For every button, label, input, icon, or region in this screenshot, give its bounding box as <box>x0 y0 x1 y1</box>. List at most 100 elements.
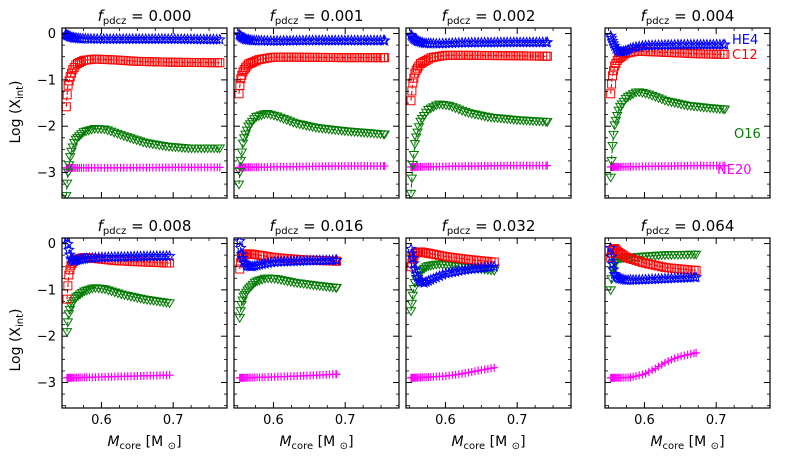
data-marker <box>659 96 671 106</box>
data-marker <box>72 134 83 144</box>
x-tick-label: 0.7 <box>163 413 184 428</box>
data-marker <box>256 111 267 121</box>
data-marker <box>691 265 701 275</box>
data-marker <box>641 258 651 268</box>
x-axis-label: Mcore [M ⊙] <box>107 434 181 452</box>
series-line <box>610 50 725 94</box>
data-marker <box>260 251 270 261</box>
data-marker <box>268 111 280 121</box>
data-marker <box>426 249 436 259</box>
data-marker <box>476 111 487 121</box>
data-marker <box>238 134 250 144</box>
data-marker <box>644 259 654 269</box>
data-marker <box>304 122 315 132</box>
series-line <box>410 251 495 267</box>
data-marker <box>459 108 471 118</box>
panel-8: fpdcz = 0.064 0.6 0.7 Mcore [M ⊙] <box>604 217 771 452</box>
panel-3: fpdcz = 0.002 <box>405 7 572 199</box>
data-marker <box>421 55 431 65</box>
data-marker <box>262 110 273 120</box>
data-marker <box>720 161 729 170</box>
data-marker <box>245 282 257 292</box>
data-marker <box>213 33 226 45</box>
svg-text:Log (Xint): Log (Xint) <box>8 308 26 371</box>
series-ne20 <box>407 363 499 382</box>
data-marker <box>407 160 419 170</box>
data-marker <box>542 51 552 61</box>
data-marker <box>488 260 501 272</box>
series-he4 <box>406 242 501 288</box>
data-marker <box>541 118 553 128</box>
series-o16 <box>234 110 391 190</box>
data-marker <box>122 292 134 302</box>
data-marker <box>631 255 641 265</box>
data-marker <box>215 58 225 68</box>
panel-title: fpdcz = 0.032 <box>442 217 536 237</box>
data-marker <box>236 301 247 310</box>
xlabel-sub: core <box>464 441 486 452</box>
data-marker <box>64 305 76 315</box>
data-marker <box>163 249 176 262</box>
panel-7: fpdcz = 0.032 0.6 0.7 Mcore [M ⊙] <box>405 217 572 452</box>
series-he4 <box>605 29 731 58</box>
panel-2: fpdcz = 0.001 <box>233 7 400 199</box>
x-tick-label: 0.7 <box>706 413 727 428</box>
data-marker <box>621 252 631 262</box>
data-marker <box>259 54 269 64</box>
data-marker <box>606 156 617 166</box>
data-marker <box>605 31 618 44</box>
data-marker <box>605 286 617 296</box>
data-marker <box>153 141 165 151</box>
data-marker <box>74 132 85 142</box>
data-marker <box>124 134 136 144</box>
data-marker <box>71 293 82 303</box>
ylabel-close: ) <box>8 80 24 85</box>
data-marker <box>254 55 264 65</box>
data-marker <box>692 348 701 357</box>
xlabel-unit: [M <box>684 434 710 450</box>
ylabel-main: Log (X <box>8 327 24 372</box>
data-marker <box>406 307 417 317</box>
title-subscript: pdcz <box>447 226 470 237</box>
data-marker <box>65 72 75 82</box>
panel-frame <box>604 237 771 409</box>
legend: HE4 C12 O16 NE20 <box>717 33 761 178</box>
title-subscript: pdcz <box>275 226 298 237</box>
xlabel-unit-sub: ⊙ <box>711 441 719 452</box>
title-symbol: f <box>98 7 106 25</box>
panel-frame <box>604 27 771 199</box>
data-marker <box>235 80 245 90</box>
data-marker <box>291 119 302 129</box>
title-value: = 0.016 <box>298 217 363 235</box>
data-marker <box>475 261 488 274</box>
data-marker <box>165 258 175 268</box>
data-marker <box>128 293 140 303</box>
x-tick-label: 0.6 <box>263 413 284 428</box>
legend-ne20: NE20 <box>717 163 751 178</box>
y-tick-label: 0 <box>48 237 56 252</box>
data-marker <box>119 291 130 301</box>
data-marker <box>74 290 86 300</box>
data-marker <box>76 130 87 140</box>
title-subscript: pdcz <box>646 16 669 27</box>
y-tick-label: −1 <box>37 73 56 88</box>
data-marker <box>236 74 246 84</box>
data-marker <box>284 117 296 127</box>
data-marker <box>81 286 93 296</box>
data-marker <box>115 290 127 300</box>
ylabel-sub: int <box>15 314 26 327</box>
series-he4 <box>406 28 554 49</box>
data-marker <box>640 89 651 99</box>
y-axis-label-top: Log (Xint) <box>8 80 26 143</box>
data-marker <box>636 39 649 52</box>
data-marker <box>666 98 677 108</box>
data-marker <box>62 192 72 198</box>
data-marker <box>78 287 90 297</box>
data-marker <box>287 118 299 128</box>
data-marker <box>431 250 441 260</box>
data-marker <box>332 370 341 379</box>
y-tick-label: 0 <box>48 27 56 42</box>
data-marker <box>409 140 421 150</box>
data-marker <box>76 288 88 298</box>
y-tick-label: −1 <box>37 283 56 298</box>
